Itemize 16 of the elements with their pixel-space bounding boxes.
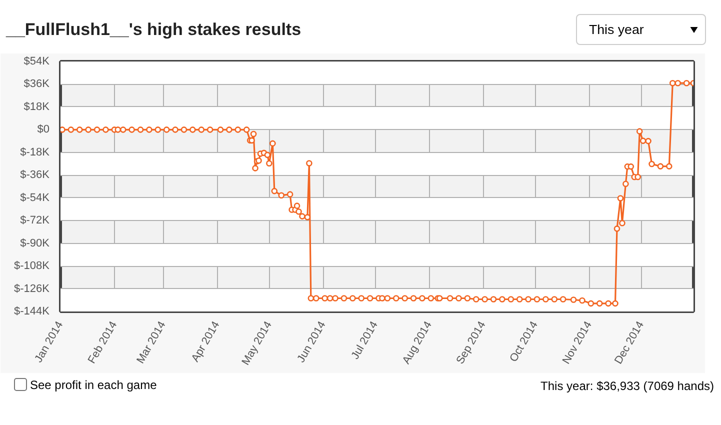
y-tick-label: $-108K <box>14 260 50 272</box>
y-tick-label: $-18K <box>20 146 50 158</box>
text: This year: $36,933 (7069 hands) <box>540 378 714 395</box>
text: See profit in each game <box>30 378 157 392</box>
y-tick-label: $0 <box>37 124 50 136</box>
y-tick-label: $-126K <box>14 282 50 295</box>
y-tick-label: $-72K <box>20 214 50 227</box>
text: This year <box>576 14 706 46</box>
y-tick-label: $-36K <box>20 169 50 182</box>
y-tick-label: $-90K <box>20 237 50 250</box>
y-tick-label: $18K <box>24 100 50 113</box>
chart-title: __FullFlush1__'s high stakes results <box>6 19 302 41</box>
y-tick-label: $-54K <box>20 192 50 204</box>
y-tick-label: $-144K <box>14 306 50 318</box>
y-tick-label: $54K <box>24 56 50 68</box>
y-tick-label: $36K <box>24 78 50 90</box>
